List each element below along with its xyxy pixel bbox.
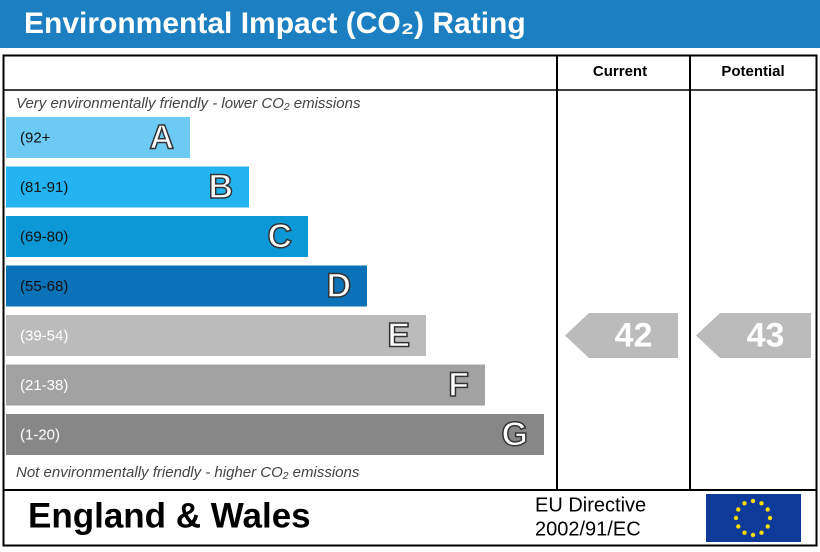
band-bar <box>6 117 190 158</box>
band-range: (1-20) <box>20 426 60 443</box>
band-letter: C <box>267 217 292 255</box>
band-letter: G <box>502 415 528 453</box>
eu-stars <box>733 498 773 538</box>
band-letter: F <box>448 366 469 404</box>
star <box>759 501 764 506</box>
rating-arrow <box>565 313 678 358</box>
star <box>742 501 747 506</box>
band-bar <box>6 315 426 356</box>
star <box>733 515 739 521</box>
star <box>736 524 741 529</box>
title-bar <box>0 0 820 48</box>
band-letter: D <box>326 267 351 305</box>
star <box>765 524 770 529</box>
frame <box>2 54 818 547</box>
band-bar <box>6 265 367 307</box>
band-range: (55-68) <box>20 278 68 295</box>
band-bar <box>6 216 308 257</box>
top-note: Very environmentally friendly - lower CO… <box>16 95 361 112</box>
band-range: (69-80) <box>20 228 68 245</box>
star <box>736 507 741 512</box>
band-letter: E <box>387 316 410 354</box>
band-range: (92+ <box>20 129 51 146</box>
rating-arrow <box>696 313 811 358</box>
band-range: (81-91) <box>20 179 68 196</box>
band-range: (21-38) <box>20 377 68 394</box>
current-header: Current <box>593 63 647 80</box>
region: England & Wales <box>28 496 311 535</box>
band-bar <box>6 166 249 208</box>
star <box>767 515 773 521</box>
star <box>759 530 764 535</box>
star <box>750 498 756 504</box>
potential-header: Potential <box>721 63 784 80</box>
rating-value: 42 <box>615 316 653 354</box>
rating-value: 43 <box>747 316 785 354</box>
directive-line: 2002/91/EC <box>535 518 641 540</box>
directive-line: EU Directive <box>535 494 646 516</box>
band-letter: A <box>149 118 174 156</box>
star <box>750 532 756 538</box>
band-bar <box>6 414 544 455</box>
band-range: (39-54) <box>20 327 68 344</box>
band-bar <box>6 364 485 406</box>
band-letter: B <box>208 168 233 206</box>
bottom-note: Not environmentally friendly - higher CO… <box>16 464 360 481</box>
star <box>765 507 770 512</box>
title: Environmental Impact (CO₂) Rating <box>24 7 526 40</box>
star <box>742 530 747 535</box>
